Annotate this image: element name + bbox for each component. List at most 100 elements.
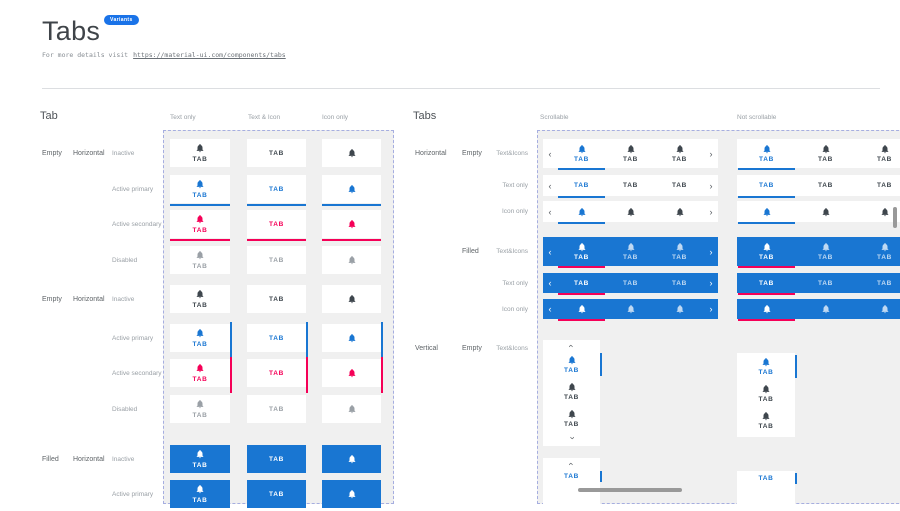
tab[interactable] [737, 201, 796, 224]
tab[interactable]: TAB [557, 175, 606, 198]
chevron-left-icon[interactable]: ‹ [548, 206, 552, 217]
tab-cell[interactable] [322, 322, 383, 358]
tab-cell[interactable] [322, 210, 381, 241]
tab[interactable] [737, 299, 796, 321]
tab[interactable]: TAB [796, 273, 855, 293]
vertical-scrollbar-thumb[interactable] [893, 207, 897, 228]
tab[interactable]: TAB [737, 237, 796, 268]
tab[interactable]: TAB [655, 273, 704, 293]
tab-cell[interactable]: TAB [170, 175, 230, 206]
tab[interactable]: TAB [737, 175, 796, 198]
tab[interactable]: TAB [543, 405, 600, 432]
tab[interactable]: TAB [655, 237, 704, 266]
tab-cell[interactable]: TAB [170, 139, 230, 167]
tab-cell[interactable]: TAB [170, 357, 232, 393]
tab-cell[interactable]: TAB [170, 322, 232, 358]
chevron-right-icon[interactable]: › [709, 206, 713, 217]
chevron-left-icon[interactable]: ‹ [548, 148, 552, 159]
tab[interactable]: TAB [855, 273, 900, 293]
chevron-left-icon[interactable]: ‹ [548, 246, 552, 257]
bell-icon [761, 411, 771, 421]
tab-cell[interactable] [322, 139, 381, 167]
tab[interactable]: TAB [737, 273, 796, 295]
tab-section-title: Tab [40, 110, 58, 122]
tab[interactable]: TAB [655, 175, 704, 196]
bell-icon [195, 399, 205, 409]
tab-cell[interactable] [322, 395, 381, 423]
tab-cell[interactable]: TAB [170, 480, 230, 508]
tab-cell[interactable]: TAB [170, 210, 230, 241]
tab[interactable]: TAB [606, 175, 655, 196]
chevron-down-icon[interactable]: ‹ [566, 436, 577, 439]
chevron-right-icon[interactable]: › [709, 278, 713, 288]
tab[interactable] [606, 201, 655, 222]
tab[interactable] [855, 201, 900, 222]
tab-cell[interactable]: TAB [170, 285, 230, 313]
tab[interactable] [796, 299, 855, 319]
tab-cell[interactable]: TAB [247, 139, 306, 167]
tab[interactable] [796, 201, 855, 222]
chevron-left-icon[interactable]: ‹ [548, 180, 552, 191]
tab[interactable] [655, 299, 704, 319]
tab-cell[interactable] [322, 175, 381, 206]
tab-label: TAB [192, 376, 208, 383]
tab[interactable] [606, 299, 655, 319]
tab-cell[interactable] [322, 445, 381, 473]
tab-cell[interactable] [322, 285, 381, 313]
tab-cell[interactable]: TAB [247, 210, 306, 241]
chevron-right-icon[interactable]: › [709, 180, 713, 191]
tab[interactable]: TAB [543, 469, 602, 484]
tab[interactable]: TAB [737, 407, 795, 434]
tab-cell[interactable]: TAB [247, 395, 306, 423]
tab[interactable]: TAB [855, 237, 900, 266]
tab[interactable]: TAB [606, 139, 655, 168]
tab-cell[interactable] [322, 246, 381, 274]
tab-cell[interactable]: TAB [247, 480, 306, 508]
tab[interactable]: TAB [557, 139, 606, 170]
tab-cell[interactable]: TAB [170, 246, 230, 274]
tab-cell[interactable]: TAB [247, 445, 306, 473]
tab[interactable]: TAB [557, 273, 606, 295]
tab[interactable]: TAB [737, 139, 796, 170]
tab[interactable]: TAB [543, 351, 602, 378]
tab[interactable]: TAB [855, 175, 900, 196]
tab[interactable] [557, 201, 606, 224]
tab[interactable]: TAB [796, 237, 855, 266]
tab-cell[interactable]: TAB [170, 395, 230, 423]
chevron-up-icon[interactable]: ‹ [566, 462, 577, 465]
tab[interactable]: TAB [606, 273, 655, 293]
tab[interactable]: TAB [737, 471, 797, 486]
tab-cell[interactable]: TAB [247, 246, 306, 274]
tab[interactable]: TAB [543, 378, 600, 405]
tab-cell[interactable]: TAB [247, 285, 306, 313]
tab[interactable] [557, 299, 606, 321]
tab[interactable]: TAB [655, 139, 704, 168]
tab-cell[interactable]: TAB [247, 357, 308, 393]
column-header: Icon only [322, 114, 349, 121]
tab[interactable]: TAB [855, 139, 900, 168]
bell-icon [347, 404, 357, 414]
tab-bar [737, 201, 900, 224]
chevron-right-icon[interactable]: › [709, 304, 713, 314]
chevron-left-icon[interactable]: ‹ [548, 278, 552, 288]
tab[interactable] [855, 299, 900, 319]
tab[interactable]: TAB [606, 237, 655, 266]
horizontal-scrollbar-thumb[interactable] [578, 488, 682, 492]
tab[interactable]: TAB [557, 237, 606, 268]
tab-cell[interactable] [322, 480, 381, 508]
chevron-left-icon[interactable]: ‹ [548, 304, 552, 314]
docs-link[interactable]: https://material-ui.com/components/tabs [133, 51, 286, 59]
tab-cell[interactable]: TAB [247, 175, 306, 206]
tab-label: TAB [269, 490, 284, 498]
tab[interactable]: TAB [796, 175, 855, 196]
tab[interactable]: TAB [737, 380, 795, 407]
chevron-right-icon[interactable]: › [709, 148, 713, 159]
tab-cell[interactable] [322, 357, 383, 393]
chevron-right-icon[interactable]: › [709, 246, 713, 257]
tab[interactable]: TAB [796, 139, 855, 168]
chevron-up-icon[interactable]: ‹ [566, 344, 577, 347]
tab[interactable]: TAB [737, 353, 797, 380]
tab[interactable] [655, 201, 704, 222]
tab-cell[interactable]: TAB [247, 322, 308, 358]
tab-cell[interactable]: TAB [170, 445, 230, 473]
